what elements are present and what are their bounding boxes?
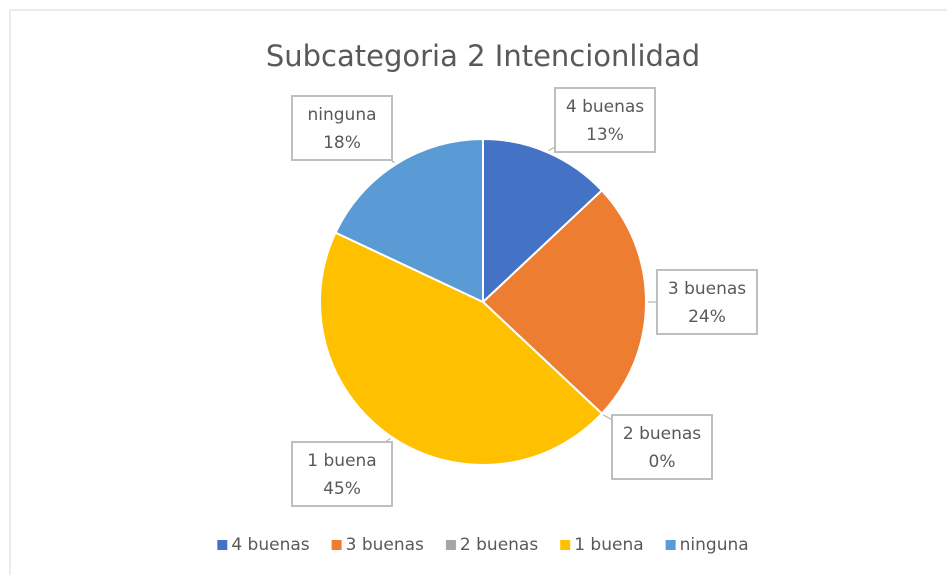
legend-label: ninguna (680, 535, 749, 555)
legend-marker (560, 540, 571, 550)
legend-label: 2 buenas (460, 535, 538, 555)
legend-marker (217, 540, 228, 550)
data-labels: 4 buenas 13% 3 buenas 24% 2 buenas 0% 1 buena 4… (291, 87, 758, 507)
legend-label: 3 buenas (346, 535, 424, 555)
label-value: 13% (586, 125, 624, 145)
pie-slice (482, 137, 604, 305)
legend-marker (665, 540, 676, 550)
label-box (554, 87, 656, 153)
label-value: 24% (688, 307, 726, 327)
legend-marker (445, 540, 456, 550)
chart-title: Subcategoria 2 Intencionlidad (266, 39, 700, 73)
pie-slice (319, 231, 604, 466)
legend-label: 4 buenas (231, 535, 309, 555)
legend: 4 buenas 3 buenas 2 buenas 1 buena ninguna (217, 535, 749, 555)
label-box (291, 95, 393, 161)
pie-slice (481, 189, 647, 415)
label-value: 0% (649, 452, 676, 472)
label-box (291, 441, 393, 507)
label-category: ninguna (307, 105, 376, 125)
label-category: 2 buenas (623, 424, 701, 444)
legend-marker (331, 540, 342, 550)
label-value: 45% (323, 479, 361, 499)
label-value: 18% (323, 133, 361, 153)
label-box (611, 414, 713, 480)
label-category: 4 buenas (566, 97, 644, 117)
label-box (656, 269, 758, 335)
label-category: 3 buenas (668, 279, 746, 299)
label-category: 1 buena (307, 451, 376, 471)
pie-slice (334, 137, 484, 304)
legend-label: 1 buena (574, 535, 643, 555)
pie (319, 137, 647, 466)
